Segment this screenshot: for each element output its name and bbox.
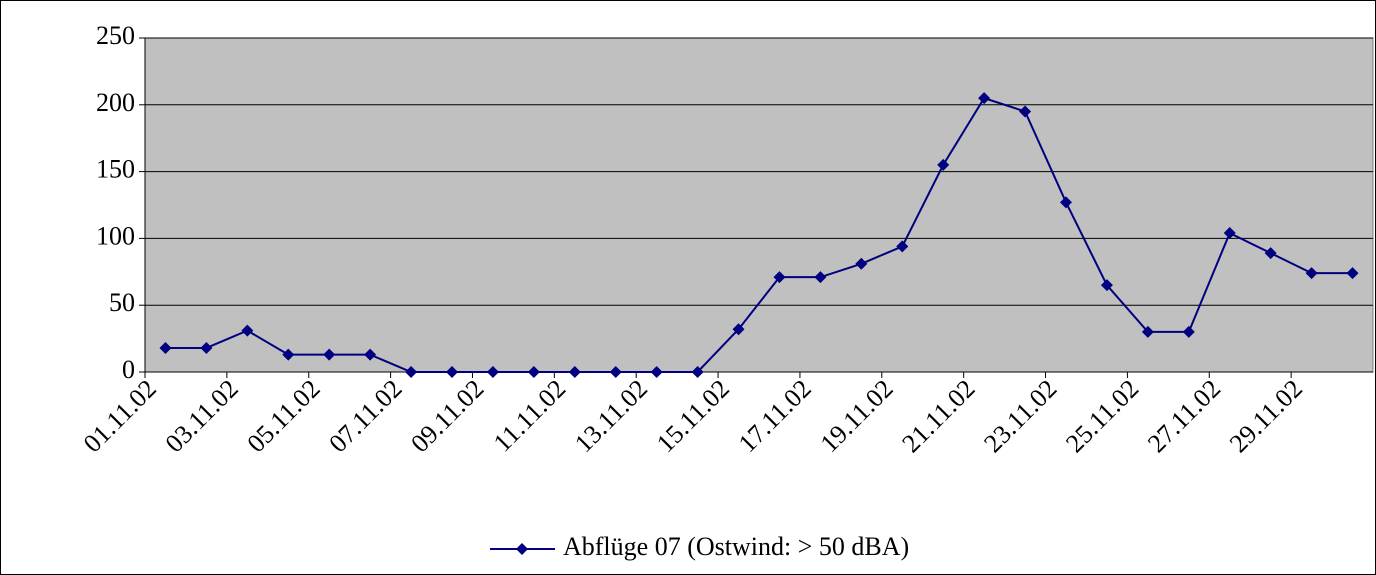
- marker: [1346, 267, 1359, 280]
- marker: [486, 366, 499, 378]
- y-tick-label: 0: [122, 355, 135, 384]
- marker: [937, 158, 950, 171]
- marker: [1141, 325, 1154, 338]
- line: [165, 96, 1353, 373]
- marker: [896, 240, 909, 253]
- marker: [446, 366, 458, 378]
- plot-area: [144, 37, 1374, 373]
- marker: [282, 348, 295, 361]
- marker: [814, 271, 827, 284]
- legend-marker: [516, 543, 528, 555]
- marker: [405, 366, 418, 378]
- marker: [1060, 196, 1072, 209]
- legend-label: Abflüge 07 (Ostwind: > 50 dBA): [563, 532, 909, 561]
- y-tick-label: 100: [96, 221, 135, 250]
- marker: [732, 323, 745, 336]
- marker: [200, 341, 213, 354]
- marker: [159, 341, 172, 354]
- legend-item: Abflüge 07 (Ostwind: > 50 dBA): [490, 532, 909, 561]
- marker: [1305, 267, 1318, 280]
- marker: [773, 271, 786, 284]
- marker: [241, 324, 254, 337]
- marker: [1100, 279, 1113, 292]
- y-tick-label: 200: [96, 88, 135, 117]
- marker: [609, 366, 622, 378]
- marker: [323, 348, 336, 361]
- marker: [527, 366, 540, 378]
- marker: [691, 366, 704, 378]
- marker: [1223, 227, 1236, 240]
- marker: [978, 92, 991, 105]
- marker: [1019, 105, 1032, 118]
- marker: [568, 366, 581, 378]
- marker: [855, 257, 868, 270]
- y-tick-label: 250: [96, 21, 135, 50]
- y-tick-label: 50: [109, 288, 135, 317]
- marker: [650, 366, 663, 378]
- marker: [1264, 247, 1277, 260]
- marker: [364, 348, 377, 361]
- y-tick-label: 150: [96, 155, 135, 184]
- marker: [1182, 325, 1195, 338]
